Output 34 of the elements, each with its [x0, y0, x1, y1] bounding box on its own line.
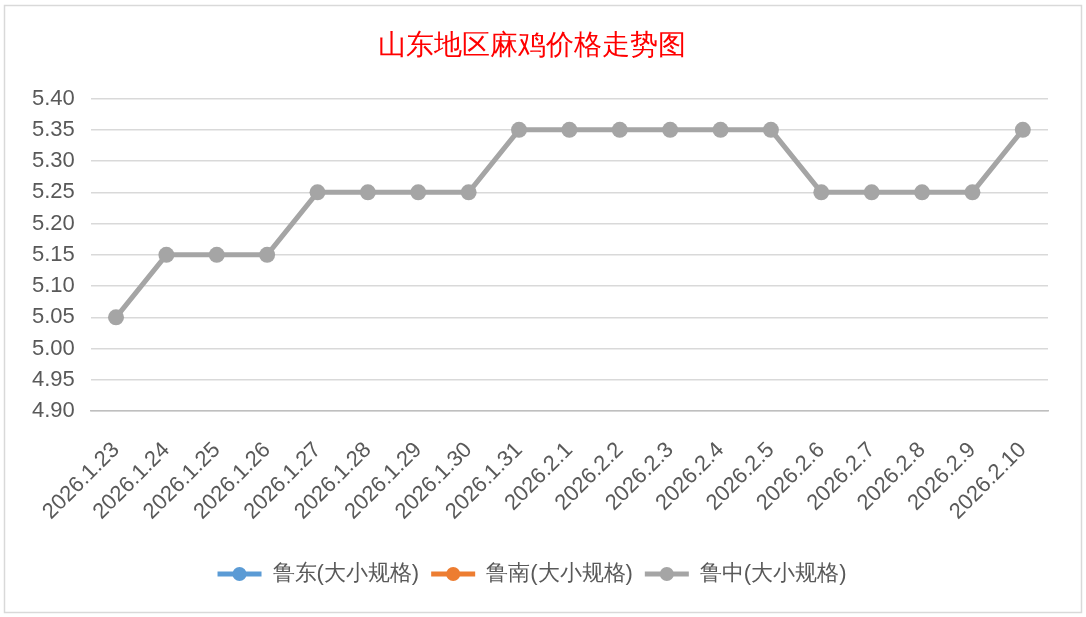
y-tick-label: 4.90 [31, 397, 75, 423]
y-tick-label: 5.00 [31, 334, 75, 360]
point [914, 184, 931, 201]
legend-label: 鲁中(大小规格) [699, 560, 847, 586]
y-tick-label: 5.40 [31, 84, 75, 110]
point [309, 184, 326, 201]
point [208, 246, 225, 263]
point [259, 246, 276, 263]
point [863, 184, 880, 201]
y-tick-label: 4.95 [31, 365, 75, 391]
y-tick-label: 5.15 [31, 240, 75, 266]
point [108, 309, 125, 326]
point [158, 246, 175, 263]
y-tick-label: 5.25 [31, 178, 75, 204]
y-tick-label: 5.10 [31, 272, 75, 298]
point [762, 121, 779, 138]
y-tick-label: 5.20 [31, 209, 75, 235]
point [611, 121, 628, 138]
point [460, 184, 477, 201]
point [410, 184, 427, 201]
point [662, 121, 679, 138]
point [359, 184, 376, 201]
y-tick-label: 5.30 [31, 147, 75, 173]
point [712, 121, 729, 138]
point [964, 184, 981, 201]
legend-label: 鲁南(大小规格) [486, 560, 633, 586]
point [813, 184, 830, 201]
y-tick-label: 5.35 [31, 115, 75, 141]
point [1014, 121, 1031, 138]
chart-title: 山东地区麻鸡价格走势图 [378, 29, 686, 61]
legend-label: 鲁东(大小规格) [272, 560, 420, 586]
y-tick-label: 5.05 [31, 303, 75, 329]
point [561, 121, 578, 138]
point [511, 121, 528, 138]
